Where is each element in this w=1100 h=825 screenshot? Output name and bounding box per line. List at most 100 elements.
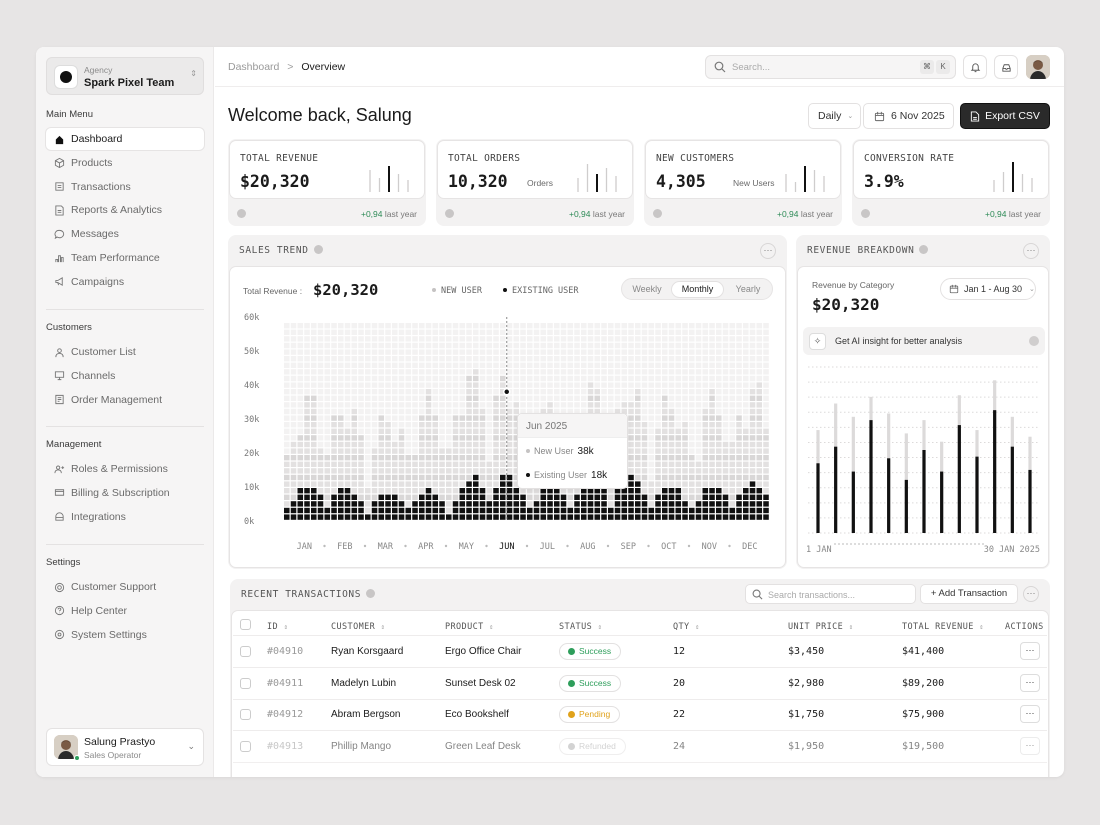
grid-cell — [419, 349, 425, 355]
toggle-yearly[interactable]: Yearly — [735, 284, 761, 294]
sidebar-item-reports-and-analytics[interactable]: Reports & Analytics — [46, 199, 204, 221]
sidebar-item-channels[interactable]: Channels — [46, 365, 204, 387]
add-transaction-button[interactable]: + Add Transaction — [920, 584, 1018, 604]
grid-cell — [749, 356, 756, 362]
search-input[interactable]: Search... ⌘ K — [705, 55, 956, 79]
table-row[interactable]: #04910 Ryan Korsgaard Ergo Office Chair Suc… — [232, 636, 1048, 667]
existing-user-cell — [709, 494, 715, 500]
new-user-cell — [452, 461, 459, 467]
sidebar-item-messages[interactable]: Messages — [46, 223, 204, 245]
grid-cell — [500, 362, 506, 368]
profile-avatar[interactable] — [1026, 55, 1050, 79]
row-actions-button[interactable]: ··· — [1020, 673, 1040, 692]
new-user-cell — [432, 474, 439, 481]
export-csv-button[interactable]: Export CSV — [960, 103, 1050, 129]
row-checkbox[interactable] — [240, 677, 251, 689]
grid-cell — [587, 356, 594, 362]
sidebar-item-system-settings[interactable]: System Settings — [46, 624, 204, 646]
new-user-cell — [608, 501, 614, 507]
more-options-button[interactable]: ··· — [760, 243, 776, 259]
row-checkbox[interactable] — [240, 646, 251, 657]
toggle-monthly[interactable]: Monthly — [672, 282, 723, 297]
grid-cell — [520, 369, 526, 375]
row-actions-button[interactable]: ··· — [1020, 642, 1040, 660]
new-user-cell — [756, 455, 763, 461]
transactions-search-input[interactable]: Search transactions... — [745, 584, 916, 604]
table-row[interactable]: #04912 Abram Bergson Eco Bookshelf Pending 2… — [232, 699, 1048, 730]
cell-customer: Phillip Mango — [331, 740, 392, 752]
grid-cell — [297, 369, 304, 375]
sidebar-divider — [46, 309, 204, 310]
column-header-qty[interactable]: QTY ⇕ — [673, 622, 700, 632]
row-actions-button[interactable]: ··· — [1020, 705, 1040, 723]
grid-cell — [486, 349, 493, 355]
new-user-cell — [358, 455, 364, 461]
grid-cell — [648, 349, 655, 355]
sidebar-item-billing-and-subscription[interactable]: Billing & Subscription — [46, 482, 204, 504]
info-icon[interactable] — [919, 245, 929, 254]
sparkline — [577, 164, 617, 192]
sidebar-item-customer-list[interactable]: Customer List — [46, 341, 204, 363]
existing-user-cell — [668, 507, 675, 514]
grid-cell — [675, 336, 682, 342]
existing-user-cell — [763, 494, 769, 500]
new-user-cell — [709, 428, 715, 434]
sidebar-item-dashboard[interactable]: Dashboard — [46, 128, 204, 150]
grid-cell — [324, 408, 331, 415]
sidebar-item-help-center[interactable]: Help Center — [46, 600, 204, 622]
info-icon[interactable] — [366, 589, 376, 598]
existing-user-cell — [405, 507, 412, 514]
grid-cell — [695, 435, 702, 441]
grid-cell — [722, 382, 729, 388]
sidebar-item-transactions[interactable]: Transactions — [46, 176, 204, 198]
sidebar-item-campaigns[interactable]: Campaigns — [46, 271, 204, 293]
column-header-status[interactable]: STATUS ⇕ — [559, 622, 603, 632]
new-user-cell — [324, 501, 331, 507]
column-header-id[interactable]: ID ⇕ — [267, 622, 289, 632]
column-header-unit-price[interactable]: UNIT PRICE ⇕ — [788, 622, 854, 632]
new-user-cell — [378, 461, 385, 467]
table-row[interactable]: #04913 Phillip Mango Green Leaf Desk Refund… — [232, 731, 1048, 762]
info-icon[interactable] — [861, 209, 870, 218]
row-checkbox[interactable] — [240, 709, 251, 720]
sidebar-item-customer-support[interactable]: Customer Support — [46, 576, 204, 598]
info-icon[interactable] — [445, 209, 454, 218]
sidebar-item-order-management[interactable]: Order Management — [46, 389, 204, 411]
info-icon[interactable] — [313, 245, 323, 254]
revenue-bar — [1010, 446, 1014, 533]
row-checkbox[interactable] — [240, 740, 251, 752]
grid-cell — [675, 323, 682, 329]
grid-cell — [324, 362, 331, 368]
new-user-cell — [297, 474, 304, 481]
date-range-select[interactable]: Jan 1 - Aug 30 ⌄ — [940, 278, 1036, 300]
new-user-cell — [500, 395, 506, 401]
ai-insight-banner[interactable]: ✧ Get AI insight for better analysis — [803, 327, 1045, 355]
more-options-button[interactable]: ··· — [1023, 586, 1039, 602]
team-switcher[interactable]: Agency Spark Pixel Team ⇕ — [46, 57, 204, 95]
user-menu[interactable]: Salung Prastyo Sales Operator ⌄ — [46, 728, 204, 766]
sidebar-item-team-performance[interactable]: Team Performance — [46, 247, 204, 269]
info-icon[interactable] — [237, 209, 246, 218]
grid-cell — [398, 349, 405, 355]
column-header-customer[interactable]: CUSTOMER ⇕ — [331, 622, 386, 632]
new-user-cell — [695, 461, 702, 467]
select-all-checkbox[interactable] — [240, 619, 251, 630]
date-picker[interactable]: 6 Nov 2025 — [863, 103, 954, 129]
more-options-button[interactable]: ··· — [1023, 243, 1039, 259]
sidebar-item-roles-and-permissions[interactable]: Roles & Permissions — [46, 458, 204, 480]
column-header-product[interactable]: PRODUCT ⇕ — [445, 622, 494, 632]
table-row[interactable]: #04911 Madelyn Lubin Sunset Desk 02 Success… — [232, 668, 1048, 699]
grid-cell — [675, 408, 682, 415]
grid-cell — [716, 369, 722, 375]
period-select[interactable]: Daily ⌄ — [808, 103, 861, 129]
message-icon — [53, 228, 65, 240]
inbox-button[interactable] — [994, 55, 1018, 79]
column-header-total-revenue[interactable]: TOTAL REVENUE ⇕ — [902, 622, 984, 632]
sidebar-item-products[interactable]: Products — [46, 152, 204, 174]
breadcrumb-parent[interactable]: Dashboard — [228, 61, 280, 73]
info-icon[interactable] — [653, 209, 662, 218]
row-actions-button[interactable]: ··· — [1020, 736, 1040, 755]
sidebar-item-integrations[interactable]: Integrations — [46, 506, 204, 528]
notification-button[interactable] — [963, 55, 987, 79]
toggle-weekly[interactable]: Weekly — [632, 284, 662, 294]
